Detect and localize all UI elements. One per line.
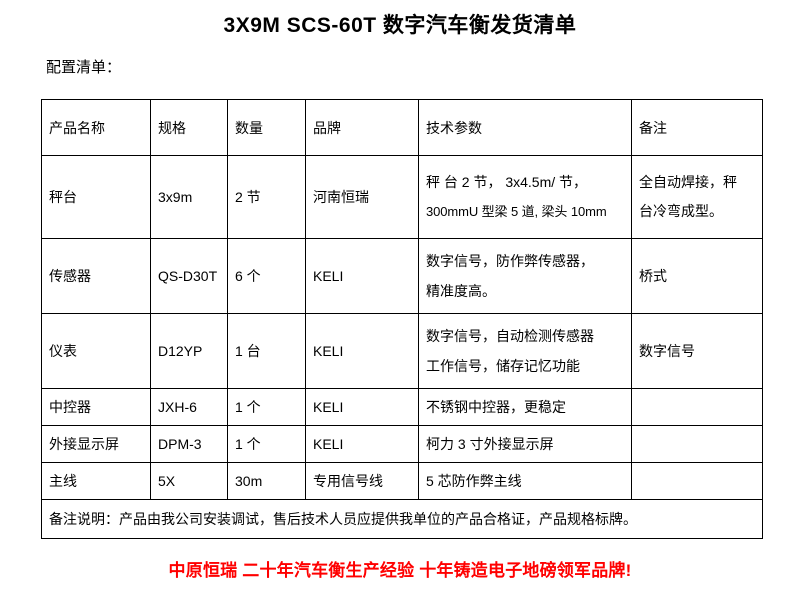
remark-line: 全自动焊接，秤 <box>639 174 737 190</box>
cell-product-name: 中控器 <box>41 388 151 426</box>
header-product-name: 产品名称 <box>41 99 151 156</box>
cell-remark <box>631 388 763 426</box>
cell-product-name: 主线 <box>41 462 151 500</box>
table-note-row: 备注说明：产品由我公司安装调试，售后技术人员应提供我单位的产品合格证，产品规格标… <box>41 499 763 539</box>
tech-param-line: 数字信号，防作弊传感器， <box>426 253 594 269</box>
cell-brand: KELI <box>305 425 419 463</box>
tech-param-line: 秤 台 2 节， 3x4.5m/ 节， <box>426 174 588 190</box>
cell-remark <box>631 425 763 463</box>
cell-spec: 3x9m <box>150 155 228 239</box>
cell-product-name: 传感器 <box>41 238 151 314</box>
table-header-row: 产品名称 规格 数量 品牌 技术参数 备注 <box>41 99 763 156</box>
cell-remark: 数字信号 <box>631 313 763 389</box>
config-list-label: 配置清单： <box>46 59 122 76</box>
cell-quantity: 1 个 <box>227 425 306 463</box>
cell-brand: 河南恒瑞 <box>305 155 419 239</box>
cell-product-name: 外接显示屏 <box>41 425 151 463</box>
specification-table: 产品名称 规格 数量 品牌 技术参数 备注 秤台 3x9m 2 节 河南恒瑞 秤… <box>41 99 763 539</box>
cell-quantity: 2 节 <box>227 155 306 239</box>
cell-tech-param: 秤 台 2 节， 3x4.5m/ 节， 300mmU 型梁 5 道, 梁头 10… <box>418 155 632 239</box>
cell-spec: D12YP <box>150 313 228 389</box>
cell-product-name: 仪表 <box>41 313 151 389</box>
cell-quantity: 1 个 <box>227 388 306 426</box>
table-row: 仪表 D12YP 1 台 KELI 数字信号，自动检测传感器 工作信号，储存记忆… <box>41 313 763 389</box>
header-tech-param: 技术参数 <box>418 99 632 156</box>
document-title: 3X9M SCS-60T 数字汽车衡发货清单 <box>223 14 577 37</box>
table-row: 外接显示屏 DPM-3 1 个 KELI 柯力 3 寸外接显示屏 <box>41 425 763 463</box>
cell-tech-param: 不锈钢中控器，更稳定 <box>418 388 632 426</box>
cell-brand: KELI <box>305 313 419 389</box>
header-spec: 规格 <box>150 99 228 156</box>
footer-slogan: 中原恒瑞 二十年汽车衡生产经验 十年铸造电子地磅领军品牌! <box>168 561 632 580</box>
tech-param-line: 工作信号，储存记忆功能 <box>426 358 580 374</box>
remark-line: 台冷弯成型。 <box>639 203 723 219</box>
tech-param-line: 精准度高。 <box>426 283 496 299</box>
table-row: 秤台 3x9m 2 节 河南恒瑞 秤 台 2 节， 3x4.5m/ 节， 300… <box>41 155 763 239</box>
cell-spec: QS-D30T <box>150 238 228 314</box>
cell-quantity: 6 个 <box>227 238 306 314</box>
tech-param-line: 数字信号，自动检测传感器 <box>426 328 594 344</box>
header-quantity: 数量 <box>227 99 306 156</box>
tech-param-line: 300mmU 型梁 5 道, 梁头 10mm <box>426 204 607 219</box>
cell-spec: JXH-6 <box>150 388 228 426</box>
cell-tech-param: 数字信号，防作弊传感器， 精准度高。 <box>418 238 632 314</box>
cell-tech-param: 数字信号，自动检测传感器 工作信号，储存记忆功能 <box>418 313 632 389</box>
cell-tech-param: 5 芯防作弊主线 <box>418 462 632 500</box>
cell-remark <box>631 462 763 500</box>
table-row: 传感器 QS-D30T 6 个 KELI 数字信号，防作弊传感器， 精准度高。 … <box>41 238 763 314</box>
cell-brand: 专用信号线 <box>305 462 419 500</box>
header-brand: 品牌 <box>305 99 419 156</box>
table-note: 备注说明：产品由我公司安装调试，售后技术人员应提供我单位的产品合格证，产品规格标… <box>41 499 763 539</box>
cell-quantity: 1 台 <box>227 313 306 389</box>
header-remark: 备注 <box>631 99 763 156</box>
cell-tech-param: 柯力 3 寸外接显示屏 <box>418 425 632 463</box>
table-row: 主线 5X 30m 专用信号线 5 芯防作弊主线 <box>41 462 763 500</box>
cell-product-name: 秤台 <box>41 155 151 239</box>
cell-spec: DPM-3 <box>150 425 228 463</box>
cell-brand: KELI <box>305 388 419 426</box>
cell-remark: 桥式 <box>631 238 763 314</box>
cell-brand: KELI <box>305 238 419 314</box>
cell-spec: 5X <box>150 462 228 500</box>
table-row: 中控器 JXH-6 1 个 KELI 不锈钢中控器，更稳定 <box>41 388 763 426</box>
cell-quantity: 30m <box>227 462 306 500</box>
cell-remark: 全自动焊接，秤 台冷弯成型。 <box>631 155 763 239</box>
